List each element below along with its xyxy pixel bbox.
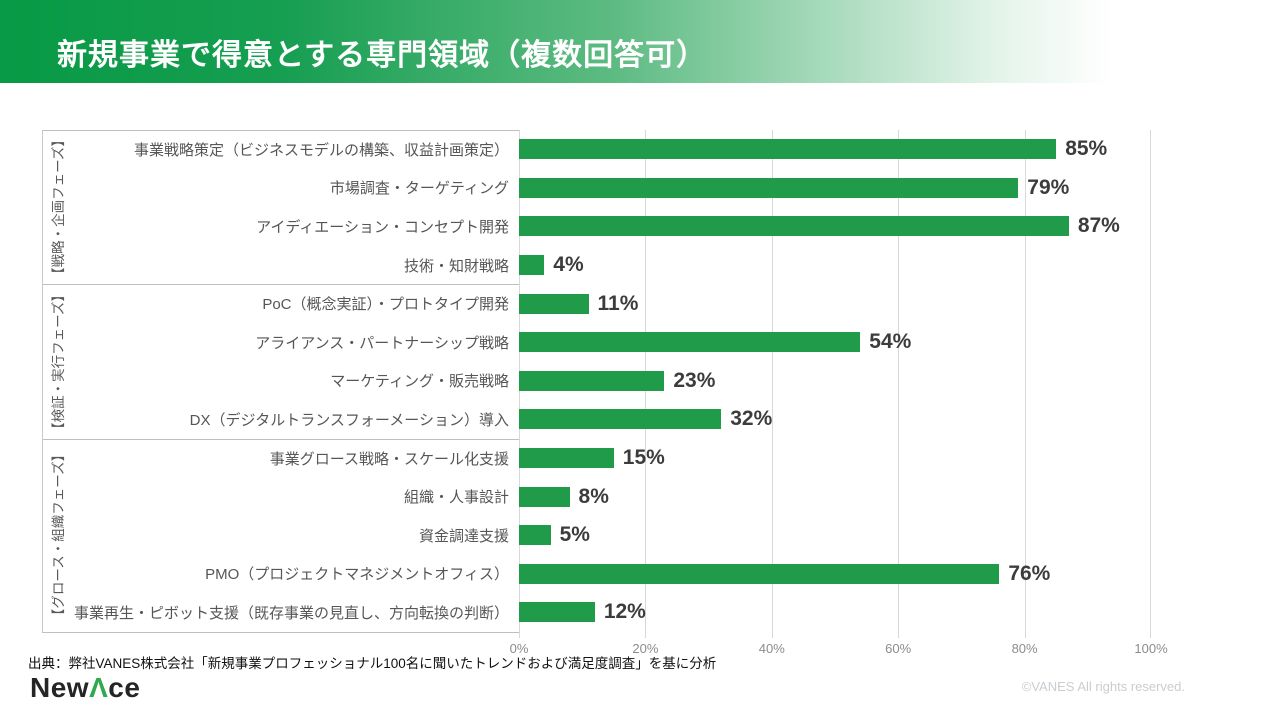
- chart-row: アイディエーション・コンセプト開発 87%: [72, 207, 1280, 246]
- phase-group-label: 【検証・実行フェーズ】: [51, 287, 66, 436]
- category-label: 事業再生・ピボット支援（既存事業の見直し、方向転換の判断）: [73, 604, 509, 622]
- bar: [519, 525, 551, 546]
- x-tick-label: 0%: [509, 641, 529, 656]
- category-label: PMO（プロジェクトマネジメントオフィス）: [205, 566, 509, 584]
- gridline: [771, 130, 773, 638]
- chart-row: 事業再生・ピボット支援（既存事業の見直し、方向転換の判断） 12%: [72, 593, 1280, 632]
- value-label: 4%: [553, 253, 584, 277]
- chart-row: 事業グロース戦略・スケール化支援 15%: [72, 439, 1280, 478]
- bar: [519, 602, 595, 623]
- logo-a-mark: Λ: [89, 672, 109, 703]
- phase-group-label: 【戦略・企画フェーズ】: [51, 133, 66, 282]
- label-box-left-border: [42, 130, 43, 632]
- phase-group-label: 【グロース・組織フェーズ】: [51, 448, 66, 623]
- category-label: 組織・人事設計: [403, 489, 509, 507]
- x-tick-label: 80%: [1011, 641, 1038, 656]
- value-label: 87%: [1077, 214, 1120, 238]
- value-label: 11%: [597, 291, 639, 315]
- category-label: 市場調査・ターゲティング: [329, 180, 509, 198]
- label-box-border: [42, 631, 519, 633]
- x-axis: 0% 20% 40% 60% 80% 100%: [510, 641, 1168, 659]
- label-box-border: [42, 438, 519, 440]
- gridline: [1024, 130, 1026, 638]
- phase-group: 【グロース・組織フェーズ】 事業グロース戦略・スケール化支援 15% 組織・人事設計 8…: [42, 439, 1280, 632]
- value-label: 85%: [1065, 137, 1108, 161]
- value-label: 79%: [1027, 175, 1070, 199]
- chart-row: 資金調達支援 5%: [72, 516, 1280, 555]
- page-title: 新規事業で得意とする専門領域（複数回答可）: [57, 39, 708, 72]
- x-tick-label: 40%: [758, 641, 785, 656]
- bar: [519, 370, 665, 391]
- value-label: 54%: [869, 330, 912, 354]
- value-label: 76%: [1008, 561, 1051, 585]
- bar: [519, 293, 589, 314]
- bar: [519, 255, 545, 276]
- category-label: PoC（概念実証）・プロトタイプ開発: [262, 296, 509, 314]
- chart-row: 事業戦略策定（ビジネスモデルの構築、収益計画策定） 85%: [72, 130, 1280, 169]
- value-label: 23%: [673, 368, 716, 392]
- bar: [519, 216, 1069, 237]
- chart-row: アライアンス・パートナーシップ戦略 54%: [72, 323, 1280, 362]
- copyright-text: ©VANES All rights reserved.: [1021, 679, 1185, 694]
- bar: [519, 448, 614, 469]
- company-logo: NewΛce: [30, 672, 140, 704]
- chart-row: DX（デジタルトランスフォーメーション）導入 32%: [72, 400, 1280, 439]
- bar: [519, 409, 722, 430]
- gridline: [1150, 130, 1151, 638]
- source-note: 出典：弊社VANES株式会社「新規事業プロフェッショナル100名に聞いたトレンド…: [28, 656, 717, 671]
- value-label: 8%: [578, 484, 609, 508]
- bar: [519, 139, 1057, 160]
- value-label: 32%: [730, 407, 773, 431]
- logo-text-post: ce: [108, 672, 141, 703]
- chart-rows: 【戦略・企画フェーズ】 事業戦略策定（ビジネスモデルの構築、収益計画策定） 85% 市…: [42, 130, 1280, 632]
- bar: [519, 177, 1019, 198]
- category-label: マーケティング・販売戦略: [330, 373, 509, 391]
- chart-row: マーケティング・販売戦略 23%: [72, 362, 1280, 401]
- value-label: 5%: [559, 523, 590, 547]
- bar-chart: 【戦略・企画フェーズ】 事業戦略策定（ビジネスモデルの構築、収益計画策定） 85% 市…: [0, 130, 1280, 670]
- phase-group: 【検証・実行フェーズ】 PoC（概念実証）・プロトタイプ開発 11% アライアンス・パ…: [42, 284, 1280, 438]
- category-label: アイディエーション・コンセプト開発: [256, 218, 509, 236]
- x-tick-label: 60%: [885, 641, 912, 656]
- gridline: [898, 130, 900, 638]
- value-label: 15%: [622, 446, 665, 470]
- chart-row: PoC（概念実証）・プロトタイプ開発 11%: [72, 284, 1280, 323]
- chart-row: PMO（プロジェクトマネジメントオフィス） 76%: [72, 555, 1280, 594]
- x-tick-label: 100%: [1134, 641, 1168, 656]
- label-box-border: [42, 130, 519, 131]
- chart-row: 技術・知財戦略 4%: [72, 246, 1280, 285]
- bar: [519, 563, 1000, 584]
- chart-row: 市場調査・ターゲティング 79%: [72, 169, 1280, 208]
- bar: [519, 486, 570, 507]
- bar: [519, 332, 861, 353]
- chart-row: 組織・人事設計 8%: [72, 477, 1280, 516]
- category-label: DX（デジタルトランスフォーメーション）導入: [189, 411, 509, 429]
- category-label: アライアンス・パートナーシップ戦略: [255, 334, 509, 352]
- value-label: 12%: [603, 600, 646, 624]
- label-box-border: [42, 284, 519, 286]
- phase-group: 【戦略・企画フェーズ】 事業戦略策定（ビジネスモデルの構築、収益計画策定） 85% 市…: [42, 130, 1280, 284]
- category-label: 資金調達支援: [418, 527, 509, 545]
- category-label: 事業グロース戦略・スケール化支援: [269, 450, 509, 468]
- logo-text-pre: New: [30, 672, 90, 703]
- x-tick-label: 20%: [632, 641, 659, 656]
- header-banner: 新規事業で得意とする専門領域（複数回答可）: [0, 0, 1280, 83]
- category-label: 事業戦略策定（ビジネスモデルの構築、収益計画策定）: [133, 141, 509, 159]
- category-label: 技術・知財戦略: [403, 257, 509, 275]
